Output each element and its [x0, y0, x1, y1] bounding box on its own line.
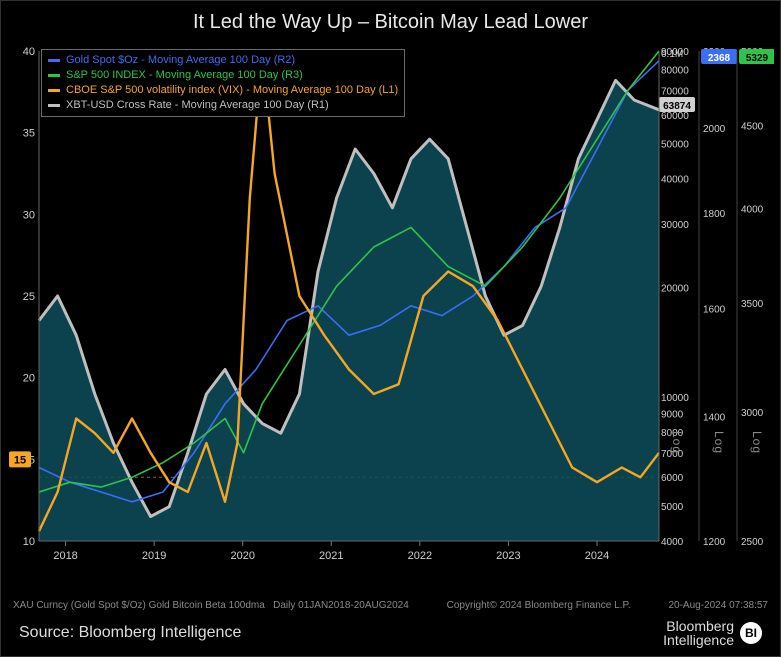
footer-copyright: Copyright© 2024 Bloomberg Finance L.P. [447, 600, 631, 611]
svg-text:25: 25 [23, 291, 35, 303]
btc-area [39, 80, 659, 541]
footer: XAU Curncy (Gold Spot $/Oz) Gold Bitcoin… [9, 600, 772, 656]
legend-item: CBOE S&P 500 volatility index (VIX) - Mo… [48, 83, 398, 98]
footer-left: XAU Curncy (Gold Spot $/Oz) Gold Bitcoin… [13, 600, 409, 611]
legend-label: S&P 500 INDEX - Moving Average 100 Day (… [66, 68, 303, 83]
legend-label: Gold Spot $Oz - Moving Average 100 Day (… [66, 53, 295, 68]
svg-text:40: 40 [23, 46, 35, 58]
svg-text:50000: 50000 [661, 140, 689, 151]
svg-text:5329: 5329 [746, 53, 769, 64]
svg-text:35: 35 [23, 128, 35, 140]
chart-area: 1015202530354015400050006000700080009000… [9, 41, 772, 596]
source-text: Source: Bloomberg Intelligence [19, 624, 241, 642]
svg-text:60000: 60000 [661, 111, 689, 122]
svg-text:80000: 80000 [661, 66, 689, 77]
svg-text:1600: 1600 [703, 304, 726, 315]
svg-text:3500: 3500 [741, 299, 764, 310]
svg-text:6000: 6000 [661, 473, 684, 484]
svg-text:4000: 4000 [661, 537, 684, 548]
svg-text:20: 20 [23, 373, 35, 385]
svg-text:Log: Log [750, 431, 764, 454]
svg-text:9000: 9000 [661, 409, 684, 420]
svg-text:2000: 2000 [703, 124, 726, 135]
legend-swatch [48, 89, 60, 92]
svg-text:2018: 2018 [53, 550, 77, 562]
svg-text:2022: 2022 [408, 550, 432, 562]
svg-text:2024: 2024 [585, 550, 609, 562]
svg-text:2021: 2021 [319, 550, 343, 562]
legend-item: XBT-USD Cross Rate - Moving Average 100 … [48, 98, 398, 113]
svg-text:15: 15 [14, 454, 26, 466]
legend-item: Gold Spot $Oz - Moving Average 100 Day (… [48, 53, 398, 68]
svg-text:2500: 2500 [741, 537, 764, 548]
legend-item: S&P 500 INDEX - Moving Average 100 Day (… [48, 68, 398, 83]
legend: Gold Spot $Oz - Moving Average 100 Day (… [41, 49, 405, 117]
svg-text:10: 10 [23, 536, 35, 548]
svg-text:1800: 1800 [703, 209, 726, 220]
chart-svg: 1015202530354015400050006000700080009000… [9, 41, 774, 581]
svg-text:4000: 4000 [741, 205, 764, 216]
svg-text:40000: 40000 [661, 175, 689, 186]
chart-frame: It Led the Way Up – Bitcoin May Lead Low… [0, 0, 781, 657]
svg-text:2368: 2368 [708, 53, 731, 64]
legend-swatch [48, 59, 60, 62]
legend-swatch [48, 104, 60, 107]
legend-label: CBOE S&P 500 volatility index (VIX) - Mo… [66, 83, 398, 98]
bi-badge-icon: BI [740, 622, 762, 644]
svg-text:4500: 4500 [741, 121, 764, 132]
svg-text:20000: 20000 [661, 284, 689, 295]
brand: BloombergIntelligence BI [663, 619, 762, 647]
svg-text:70000: 70000 [661, 87, 689, 98]
svg-text:2023: 2023 [496, 550, 520, 562]
svg-text:2019: 2019 [142, 550, 166, 562]
svg-text:63874: 63874 [663, 101, 691, 112]
svg-text:10000: 10000 [661, 393, 689, 404]
legend-label: XBT-USD Cross Rate - Moving Average 100 … [66, 98, 329, 113]
svg-text:30000: 30000 [661, 220, 689, 231]
svg-text:Log: Log [712, 431, 726, 454]
svg-text:30: 30 [23, 209, 35, 221]
svg-text:1200: 1200 [703, 537, 726, 548]
footer-timestamp: 20-Aug-2024 07:38:57 [668, 600, 768, 611]
svg-text:0.1M: 0.1M [661, 49, 683, 60]
svg-text:5000: 5000 [661, 502, 684, 513]
svg-text:1400: 1400 [703, 412, 726, 423]
svg-text:3000: 3000 [741, 408, 764, 419]
svg-text:Log: Log [670, 431, 684, 454]
svg-text:2020: 2020 [230, 550, 254, 562]
legend-swatch [48, 74, 60, 77]
chart-title: It Led the Way Up – Bitcoin May Lead Low… [1, 1, 780, 40]
